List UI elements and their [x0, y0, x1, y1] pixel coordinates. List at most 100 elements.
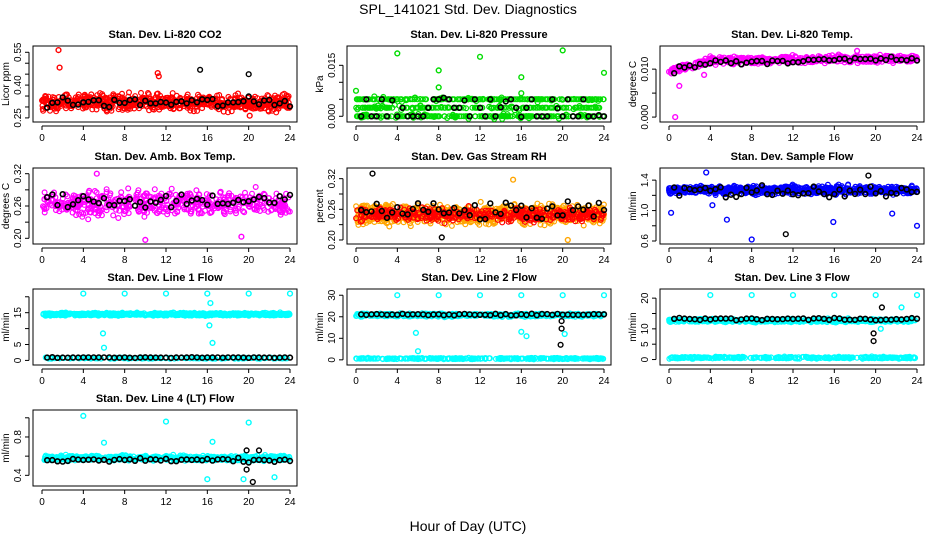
y-tick-label: 0	[13, 357, 24, 363]
data-point	[519, 203, 524, 208]
data-point	[60, 192, 65, 197]
y-tick-label: 0.20	[327, 230, 338, 250]
x-tick-label: 20	[243, 376, 255, 387]
x-tick-label: 0	[353, 133, 359, 144]
data-point	[116, 216, 121, 221]
data-point	[596, 201, 601, 206]
y-axis-label: degrees C	[628, 61, 639, 107]
x-tick-label: 12	[474, 255, 486, 266]
data-point	[723, 195, 728, 200]
data-point	[169, 186, 174, 191]
outlier-point	[890, 211, 895, 216]
outlier-point	[94, 171, 99, 176]
x-tick-label: 0	[666, 133, 672, 144]
data-point	[152, 187, 157, 192]
outlier-point	[866, 173, 871, 178]
x-tick-label: 12	[160, 133, 172, 144]
x-tick-label: 24	[284, 255, 296, 266]
data-point	[509, 203, 514, 208]
data-point	[251, 197, 256, 202]
x-tick-label: 16	[829, 255, 841, 266]
series-all	[667, 170, 920, 242]
outlier-point	[519, 91, 524, 96]
data-point	[111, 213, 116, 218]
x-tick-label: 16	[202, 133, 214, 144]
panel-title: Stan. Dev. Amb. Box Temp.	[95, 151, 236, 163]
outlier-point	[602, 70, 607, 75]
x-tick-label: 20	[870, 255, 882, 266]
data-point	[586, 203, 591, 208]
outlier-point	[710, 203, 715, 208]
data-point	[45, 195, 50, 200]
outlier-point	[239, 234, 244, 239]
outlier-point	[247, 113, 252, 118]
data-point	[734, 195, 739, 200]
outlier-point	[198, 67, 203, 72]
outlier-point	[560, 48, 565, 53]
y-axis-label: degrees C	[1, 183, 12, 229]
data-point	[277, 194, 282, 199]
series-hourly	[672, 173, 920, 236]
y-tick-label: 0.26	[13, 196, 24, 216]
x-tick-label: 8	[436, 133, 442, 144]
data-point	[194, 188, 199, 193]
outlier-point	[511, 177, 516, 182]
y-tick-label: 0.26	[327, 199, 338, 219]
y-tick-label: 0.010	[640, 56, 651, 81]
x-tick-label: 12	[160, 255, 172, 266]
x-tick-label: 16	[829, 133, 841, 144]
x-tick-label: 24	[598, 255, 610, 266]
x-tick-label: 24	[911, 255, 923, 266]
outlier-point	[519, 75, 524, 80]
x-tick-label: 16	[202, 255, 214, 266]
y-tick-label: 0.32	[13, 164, 24, 184]
y-tick-label: 0.20	[13, 228, 24, 248]
x-tick-label: 0	[666, 255, 672, 266]
x-tick-label: 20	[243, 255, 255, 266]
outlier-point	[57, 65, 62, 70]
outlier-point	[704, 170, 709, 175]
y-axis-label: ml/min	[628, 191, 639, 220]
x-tick-label: 16	[516, 133, 528, 144]
x-tick-label: 12	[787, 255, 799, 266]
data-point	[148, 199, 153, 204]
data-point	[231, 200, 236, 205]
series-all	[41, 291, 293, 350]
outlier-point	[246, 72, 251, 77]
y-tick-label: 5	[13, 341, 24, 347]
data-point	[165, 212, 170, 217]
figure-title: SPL_141021 Std. Dev. Diagnostics	[359, 1, 577, 17]
outlier-point	[831, 220, 836, 225]
data-point	[45, 105, 50, 110]
x-tick-label: 4	[395, 255, 401, 266]
data-point	[488, 201, 493, 206]
x-tick-label: 16	[202, 376, 214, 387]
y-axis-label: ml/min	[1, 312, 12, 341]
y-tick-label: 0.55	[13, 42, 24, 62]
data-point	[450, 224, 455, 229]
data-point	[827, 195, 832, 200]
outlier-point	[439, 235, 444, 240]
data-point	[884, 194, 889, 199]
panel-title: Stan. Dev. Line 1 Flow	[107, 272, 223, 284]
x-tick-label: 20	[243, 133, 255, 144]
series-all	[41, 171, 293, 242]
x-tick-label: 8	[749, 255, 755, 266]
outlier-point	[855, 49, 860, 54]
data-point	[184, 202, 189, 207]
y-axis-label: Licor ppm	[1, 62, 12, 106]
outlier-point	[749, 237, 754, 242]
x-tick-label: 16	[516, 255, 528, 266]
outlier-point	[436, 68, 441, 73]
outlier-point	[915, 223, 920, 228]
data-point	[571, 114, 576, 119]
data-point	[139, 91, 144, 96]
panel-title: Stan. Dev. Li-820 Temp.	[731, 29, 853, 41]
x-tick-label: 4	[81, 133, 87, 144]
data-point	[478, 200, 483, 205]
x-tick-label: 20	[870, 133, 882, 144]
